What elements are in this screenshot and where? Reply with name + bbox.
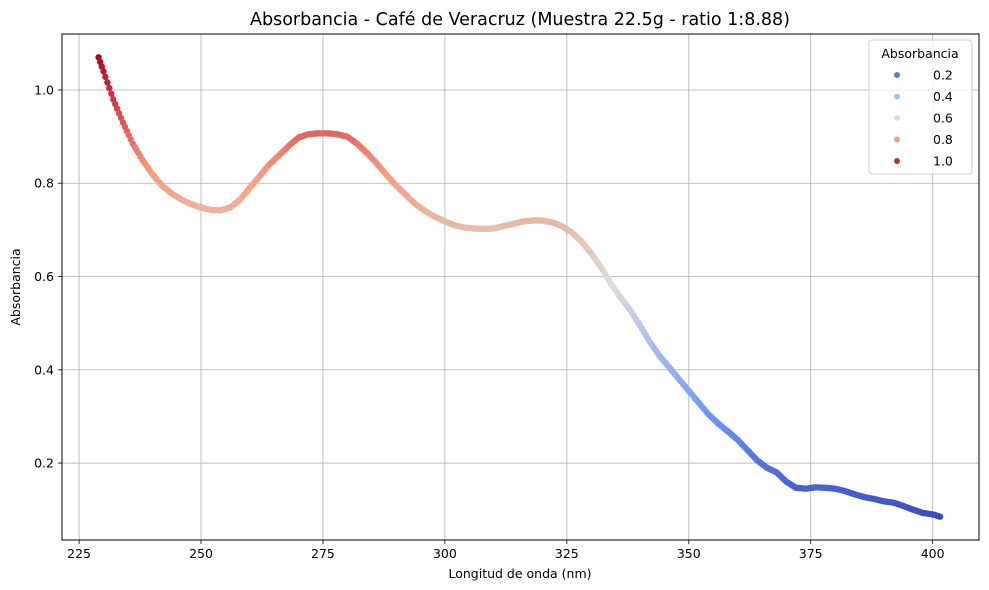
- x-tick-label: 400: [921, 546, 945, 561]
- legend-marker: [894, 93, 900, 100]
- legend-marker: [894, 158, 900, 164]
- x-tick-label: 300: [433, 546, 457, 561]
- data-points: [95, 54, 944, 520]
- chart-title: Absorbancia - Café de Veracruz (Muestra …: [250, 10, 790, 30]
- data-point: [936, 513, 944, 520]
- data-point: [100, 68, 107, 75]
- legend-marker: [894, 72, 900, 78]
- legend: Absorbancia 0.2 0.4 0.6 0.8 1.0: [868, 39, 973, 175]
- legend-marker: [894, 136, 900, 143]
- x-axis-label: Longitud de onda (nm): [448, 566, 591, 581]
- legend-marker: [894, 115, 900, 121]
- x-tick-label: 250: [189, 546, 213, 561]
- grid-lines: [62, 34, 979, 540]
- data-point: [104, 79, 111, 86]
- x-tick-label: 275: [311, 546, 335, 561]
- plot-frame: [61, 33, 980, 541]
- y-tick-label: 0.2: [34, 456, 54, 471]
- data-point: [108, 90, 115, 97]
- legend-label: 0.6: [933, 111, 953, 126]
- legend-label: 0.2: [933, 68, 953, 83]
- x-tick-label: 225: [67, 546, 91, 561]
- x-tick-label: 350: [677, 546, 701, 561]
- data-point: [102, 73, 109, 81]
- legend-label: 0.4: [933, 89, 953, 104]
- y-tick-label: 1.0: [34, 82, 54, 97]
- y-axis-label: Absorbancia: [8, 248, 23, 325]
- y-tick-label: 0.6: [34, 269, 54, 284]
- legend-label: 1.0: [933, 154, 953, 169]
- y-tick-label: 0.8: [34, 176, 54, 191]
- y-axis-ticks: 0.2 0.4 0.6 0.8 1.0: [34, 82, 62, 471]
- data-point: [106, 84, 113, 92]
- legend-label: 0.8: [933, 132, 953, 147]
- y-tick-label: 0.4: [34, 362, 54, 377]
- legend-title: Absorbancia: [881, 46, 958, 61]
- x-axis-ticks: 225 250 275 300 325 350 375 400: [67, 540, 945, 561]
- x-tick-label: 375: [799, 546, 823, 561]
- x-tick-label: 325: [555, 546, 579, 561]
